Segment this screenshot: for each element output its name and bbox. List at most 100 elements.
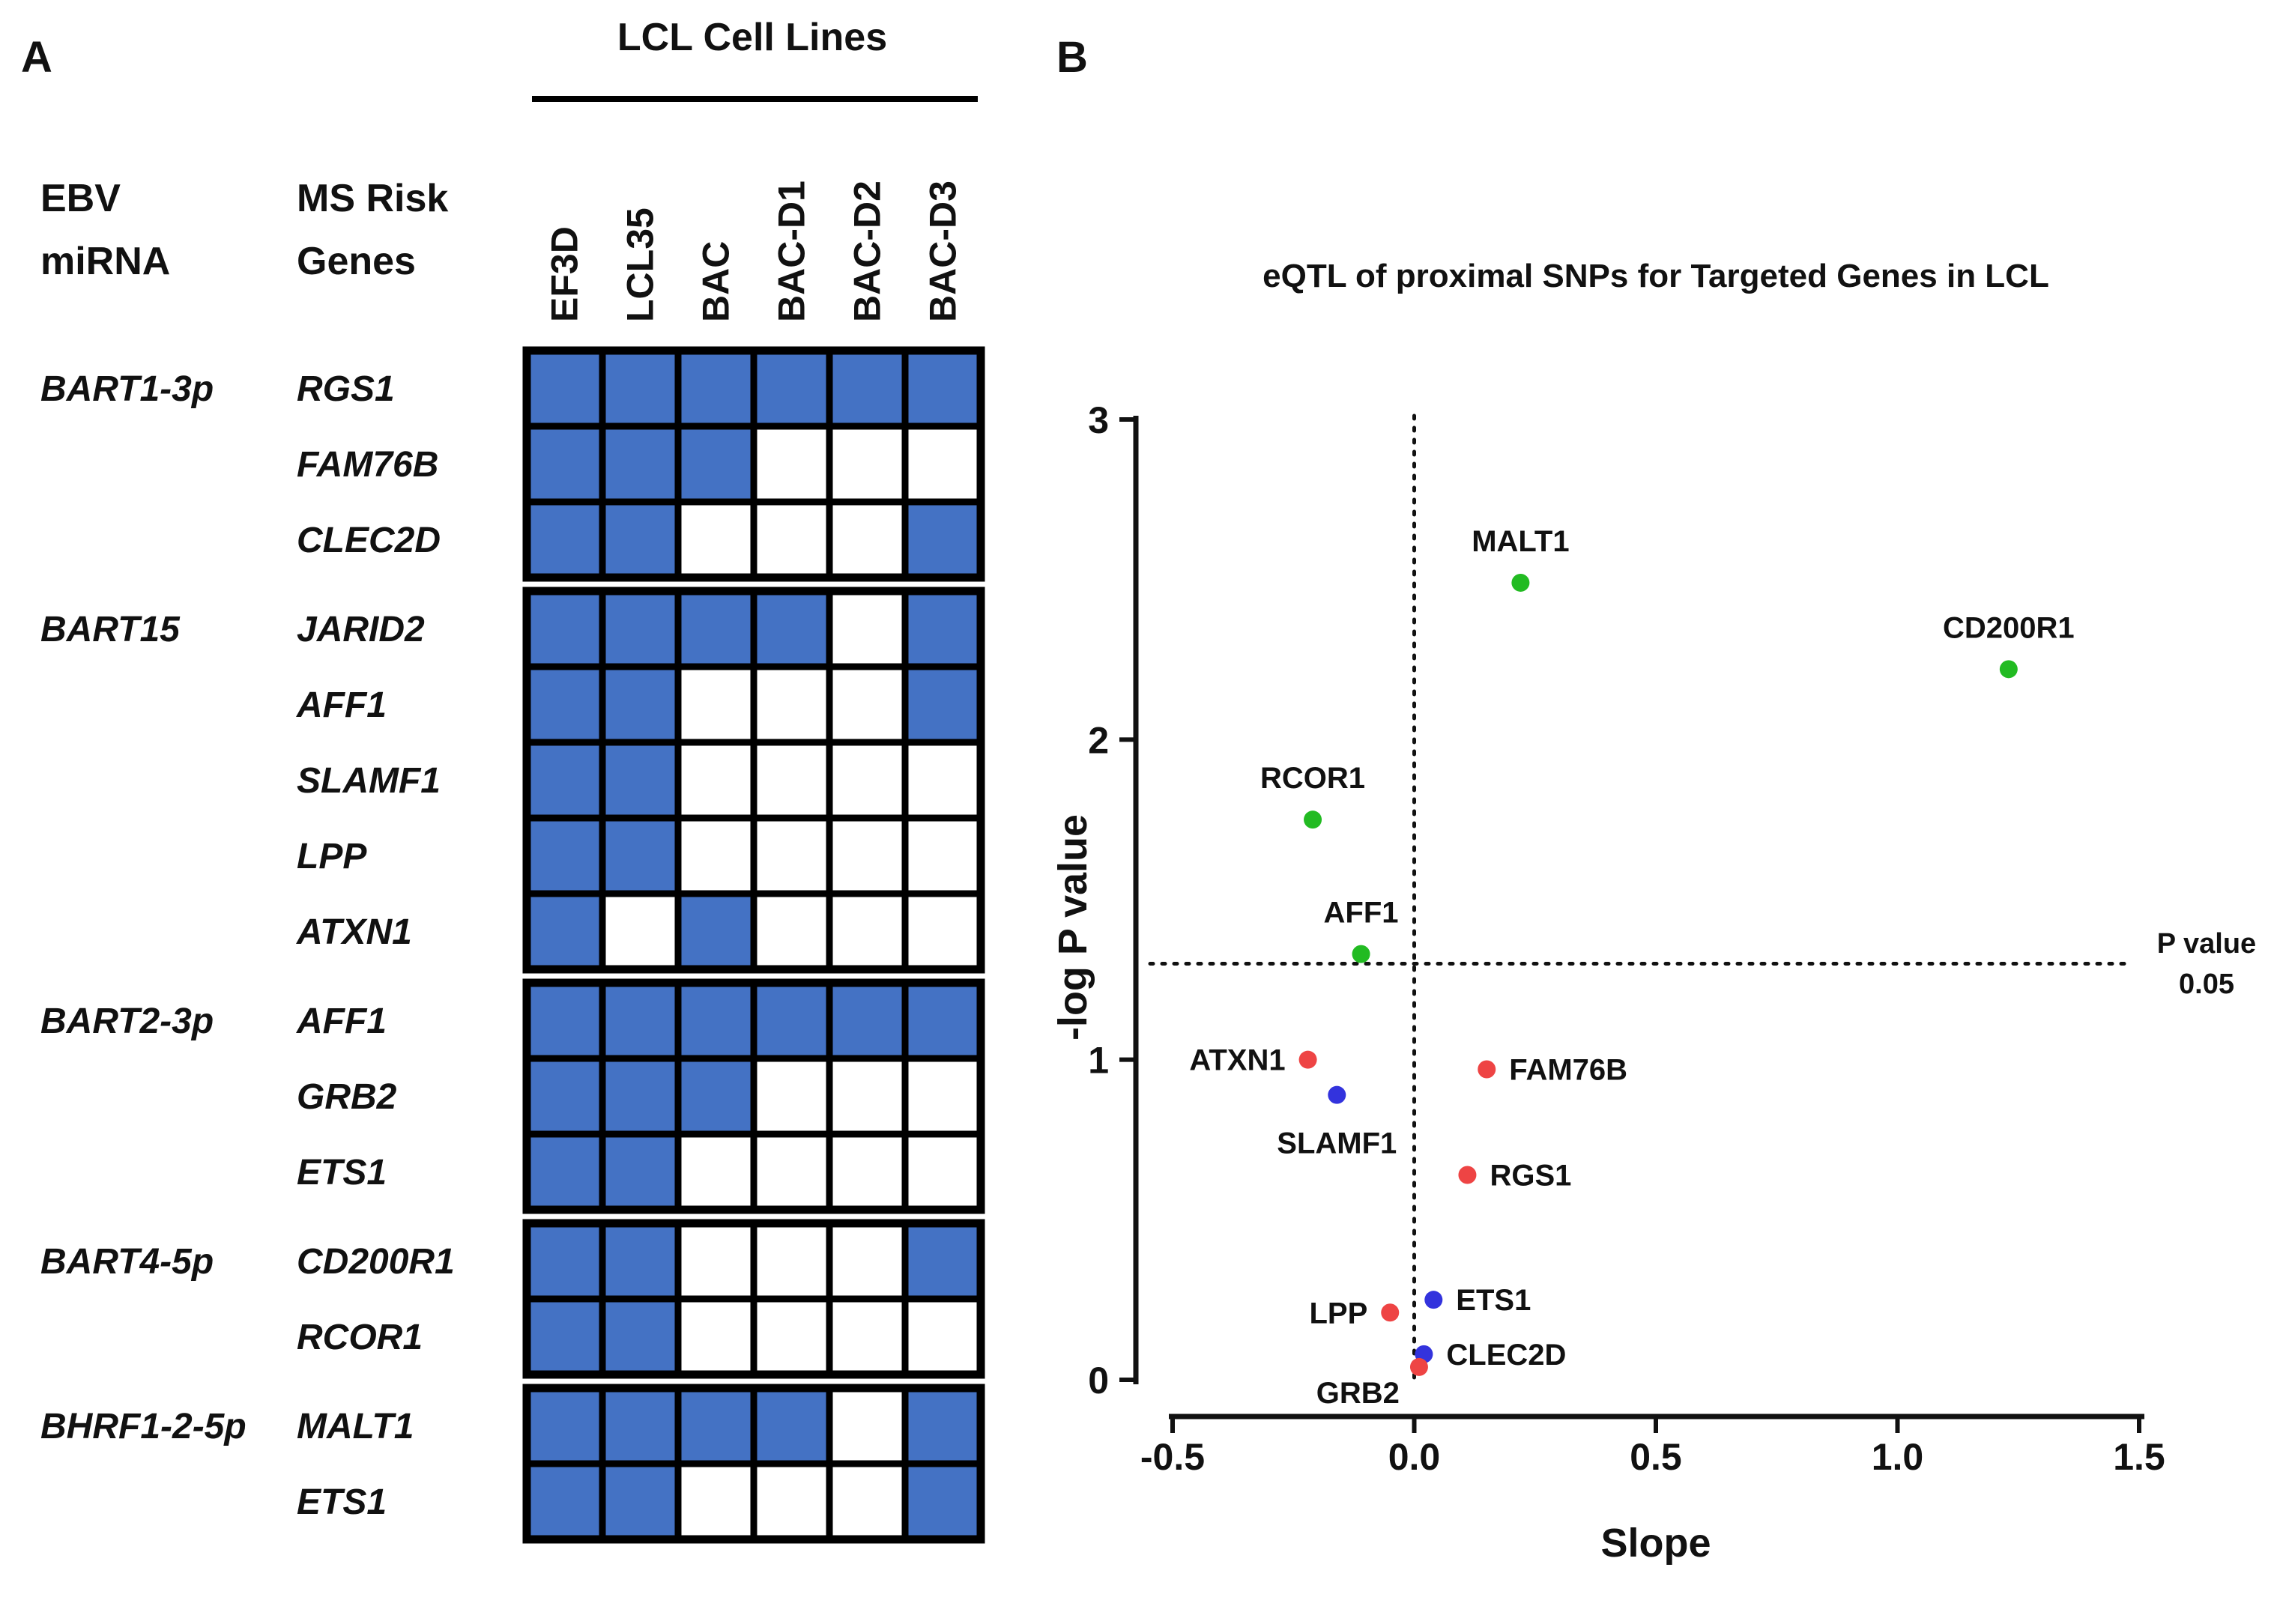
heatmap-group-border — [522, 1384, 985, 1544]
heatmap-cell-empty — [674, 1460, 757, 1543]
mirna-label: BHRF1-2-5p — [40, 1407, 247, 1446]
heatmap-cell-filled — [599, 1384, 682, 1467]
heatmap-cell-filled — [599, 422, 682, 506]
heatmap-cell-filled — [523, 422, 606, 506]
heatmap-cell-empty — [674, 498, 757, 581]
heatmap-cell-empty — [826, 814, 909, 897]
heatmap-cell-empty — [826, 1055, 909, 1138]
heatmap-cell-empty — [901, 890, 985, 973]
column-label: BAC-D2 — [847, 181, 889, 322]
column-label: BAC — [695, 241, 737, 322]
heatmap-cell-filled — [599, 663, 682, 746]
gene-label: CD200R1 — [297, 1242, 455, 1282]
data-point-label: LPP — [1309, 1297, 1367, 1330]
heatmap-cell-empty — [826, 1219, 909, 1303]
heatmap-cell-filled — [826, 979, 909, 1062]
heatmap-cell-filled — [750, 587, 833, 670]
heatmap-group-border — [522, 1219, 985, 1379]
heatmap-cell-empty — [674, 663, 757, 746]
gene-label: CLEC2D — [297, 521, 441, 560]
gene-label: RGS1 — [297, 369, 395, 409]
heatmap-cell-empty — [901, 814, 985, 897]
data-point — [1511, 573, 1530, 592]
panel-b-letter: B — [1056, 33, 1088, 82]
heatmap-cell-filled — [599, 498, 682, 581]
data-point-label: CD200R1 — [1943, 611, 2075, 644]
heatmap-cell-filled — [750, 347, 833, 430]
gene-label: MALT1 — [297, 1407, 414, 1446]
data-point — [1458, 1166, 1477, 1184]
data-point-label: ETS1 — [1456, 1284, 1531, 1317]
data-point-label: SLAMF1 — [1277, 1127, 1397, 1160]
lcl-cell-lines-header: LCL Cell Lines — [617, 16, 887, 59]
heatmap-cell-filled — [901, 979, 985, 1062]
heatmap-cell-filled — [901, 1219, 985, 1303]
column-label: EF3D — [544, 226, 586, 322]
heatmap-cell-empty — [750, 1130, 833, 1214]
data-point-label: GRB2 — [1316, 1377, 1400, 1410]
heatmap-cell-empty — [674, 739, 757, 822]
heatmap-cell-filled — [599, 1130, 682, 1214]
gene-label: FAM76B — [297, 445, 438, 485]
heatmap-cell-filled — [674, 979, 757, 1062]
ebv-header-line2: miRNA — [40, 240, 170, 283]
heatmap-cell-empty — [674, 1219, 757, 1303]
heatmap-cell-filled — [523, 498, 606, 581]
mirna-label: BART15 — [40, 610, 181, 649]
heatmap-cell-filled — [523, 1295, 606, 1378]
heatmap-cell-filled — [750, 1384, 833, 1467]
x-tick-label: 1.0 — [1872, 1436, 1924, 1478]
x-axis-title: Slope — [1600, 1521, 1711, 1566]
heatmap-cell-empty — [750, 1295, 833, 1378]
heatmap-group-border — [522, 978, 985, 1214]
heatmap-cell-empty — [750, 739, 833, 822]
heatmap-cell-filled — [674, 890, 757, 973]
data-point-label: RCOR1 — [1260, 762, 1365, 795]
heatmap-cell-filled — [901, 347, 985, 430]
data-point — [1478, 1060, 1496, 1079]
pvalue-note-line1: P value — [2157, 928, 2256, 960]
heatmap-cell-filled — [901, 1460, 985, 1543]
gene-label: GRB2 — [297, 1077, 397, 1117]
heatmap-cell-empty — [750, 1219, 833, 1303]
column-label: BAC-D1 — [771, 181, 813, 322]
heatmap-cell-empty — [826, 739, 909, 822]
heatmap-cell-filled — [750, 979, 833, 1062]
gene-label: ETS1 — [297, 1153, 387, 1193]
heatmap-cell-filled — [599, 814, 682, 897]
heatmap-cell-empty — [750, 1055, 833, 1138]
data-point-label: AFF1 — [1324, 897, 1399, 930]
heatmap-cell-filled — [599, 587, 682, 670]
heatmap-cell-filled — [599, 1219, 682, 1303]
heatmap-cell-empty — [750, 422, 833, 506]
heatmap-cell-empty — [674, 1130, 757, 1214]
heatmap-group-border — [522, 587, 985, 974]
scatter-title: eQTL of proximal SNPs for Targeted Genes… — [1262, 258, 2049, 294]
heatmap-cell-empty — [901, 739, 985, 822]
heatmap-cell-filled — [523, 814, 606, 897]
heatmap-cell-filled — [523, 663, 606, 746]
heatmap-cell-empty — [826, 1130, 909, 1214]
genes-header-line2: Genes — [297, 240, 416, 283]
gene-label: ATXN1 — [296, 912, 412, 952]
heatmap-cell-empty — [826, 890, 909, 973]
heatmap-cell-filled — [523, 1460, 606, 1543]
x-tick-label: 0.0 — [1388, 1436, 1441, 1478]
gene-label: ETS1 — [297, 1482, 387, 1522]
x-tick-label: 0.5 — [1630, 1436, 1682, 1478]
panel-a-letter: A — [21, 33, 52, 82]
heatmap-cell-filled — [901, 663, 985, 746]
heatmap-cell-filled — [599, 1295, 682, 1378]
heatmap-cell-empty — [901, 1130, 985, 1214]
heatmap-cell-empty — [901, 1295, 985, 1378]
x-tick-label: -0.5 — [1140, 1436, 1205, 1478]
heatmap-cell-empty — [750, 1460, 833, 1543]
heatmap-cell-empty — [674, 1295, 757, 1378]
heatmap-cell-filled — [523, 1130, 606, 1214]
heatmap-cell-filled — [523, 739, 606, 822]
heatmap-cell-empty — [826, 663, 909, 746]
mirna-label: BART2-3p — [40, 1002, 214, 1041]
heatmap-cell-filled — [674, 1384, 757, 1467]
gene-label: RCOR1 — [297, 1318, 423, 1357]
